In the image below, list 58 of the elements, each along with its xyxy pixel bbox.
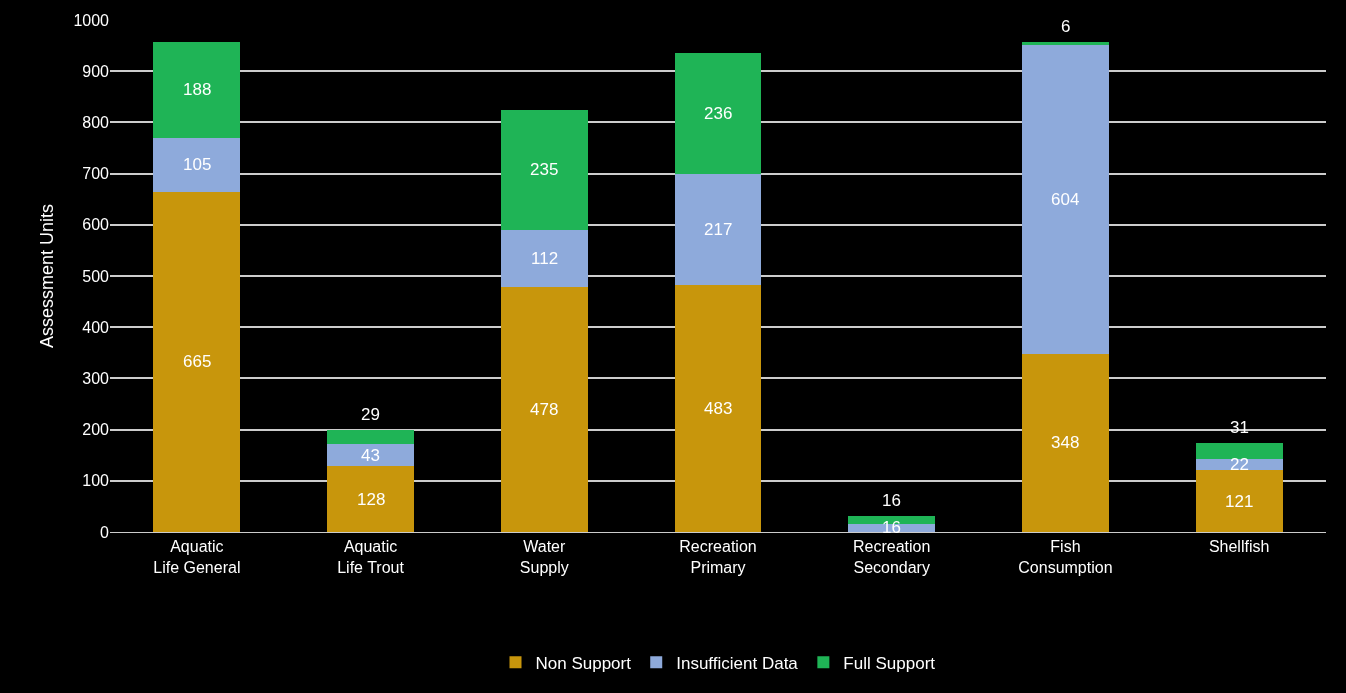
bar	[500, 287, 588, 532]
data-label: 6	[1061, 17, 1071, 36]
y-tick-label: 1000	[73, 11, 110, 29]
y-axis-title: Assessment Units	[36, 203, 57, 349]
data-label: 16	[882, 518, 901, 537]
y-tick-label: 500	[82, 267, 110, 285]
y-tick-label: 600	[82, 216, 110, 234]
data-label: 188	[183, 80, 212, 99]
data-label: 236	[704, 104, 733, 123]
x-tick-label: Aquatic Life General	[153, 538, 241, 576]
bar	[1022, 44, 1109, 354]
y-tick-label: 400	[82, 318, 110, 336]
bar	[1022, 353, 1109, 532]
y-tick-label: 700	[82, 165, 110, 183]
bar	[153, 137, 241, 192]
legend-label: Non Support	[535, 653, 632, 673]
x-tick-label: Recreation Primary	[679, 538, 757, 576]
bar	[1022, 41, 1109, 45]
data-label: 478	[530, 400, 559, 419]
x-tick-label: Aquatic Life Trout	[337, 538, 405, 576]
bar	[674, 173, 762, 285]
data-label: 22	[1230, 455, 1249, 474]
data-label: 483	[704, 399, 733, 418]
legend-label: Insufficient Data	[676, 653, 799, 673]
data-label: 128	[357, 490, 386, 509]
data-label: 29	[361, 405, 380, 424]
x-tick-label: Water Supply	[519, 538, 569, 576]
data-label: 121	[1225, 492, 1254, 511]
bar	[153, 41, 241, 138]
y-tick-label: 800	[82, 114, 110, 131]
bar	[674, 284, 762, 532]
x-tick-label: Shellfish	[1208, 538, 1270, 556]
data-label: 105	[183, 155, 212, 174]
bar	[500, 229, 588, 288]
data-label: 217	[704, 220, 733, 239]
y-tick-label: 0	[100, 523, 110, 541]
bar	[1195, 470, 1283, 532]
y-tick-label: 100	[82, 472, 110, 490]
bar	[327, 466, 414, 532]
data-label: 43	[361, 446, 380, 465]
y-tick-label: 300	[82, 370, 110, 387]
y-tick-label: 900	[82, 62, 110, 80]
data-label: 235	[530, 160, 559, 179]
y-tick-label: 200	[82, 421, 110, 439]
data-label: 665	[183, 352, 212, 371]
legend-label: Full Support	[843, 653, 936, 673]
data-label: 604	[1051, 190, 1080, 209]
data-label: 348	[1051, 433, 1080, 452]
bar	[500, 109, 588, 230]
data-label: 112	[531, 249, 559, 268]
bar	[674, 52, 762, 174]
x-tick-label: Recreation Secondary	[853, 538, 931, 576]
bar	[327, 444, 414, 467]
x-tick-label: Fish Consumption	[1018, 538, 1113, 576]
data-label: 16	[882, 491, 901, 510]
bar	[327, 429, 414, 445]
bar	[153, 191, 241, 532]
bar	[1195, 442, 1283, 459]
